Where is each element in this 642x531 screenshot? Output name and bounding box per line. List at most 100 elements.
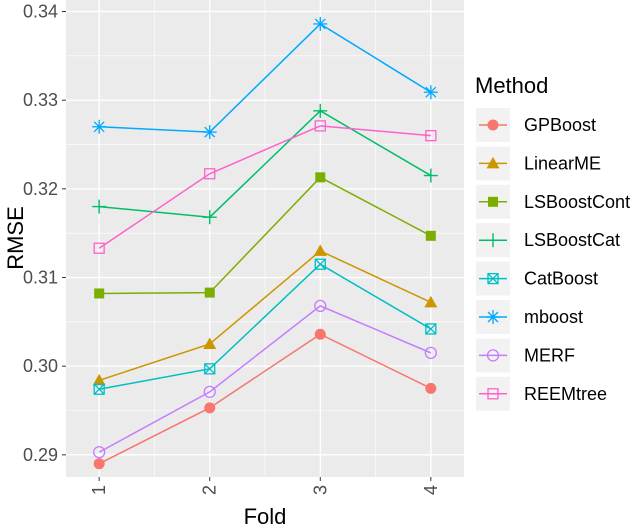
- marker-shape: [315, 172, 326, 183]
- legend-label: LinearME: [524, 153, 601, 173]
- x-tick-label: 3: [310, 485, 330, 495]
- legend-item-mboost: mboost: [476, 300, 583, 334]
- legend-item-lsboostcat: LSBoostCat: [476, 223, 620, 258]
- series-gpboost: [93, 328, 437, 470]
- data-point-linearme: [313, 244, 327, 256]
- marker-shape: [487, 273, 499, 285]
- series-catboost: [93, 258, 437, 395]
- data-point-lsboostcont: [204, 287, 215, 298]
- legend-key-marker: [487, 119, 499, 131]
- data-point-lsboostcont: [425, 230, 436, 241]
- x-axis-title: Fold: [244, 504, 287, 529]
- marker-shape: [487, 272, 499, 285]
- marker-shape: [425, 130, 437, 142]
- legend-key-marker: [488, 196, 498, 207]
- legend-item-gpboost: GPBoost: [476, 108, 596, 142]
- marker-shape: [204, 363, 216, 375]
- data-point-reemtree: [425, 130, 437, 142]
- series-lsboostcont: [94, 172, 436, 299]
- marker-shape: [93, 242, 105, 254]
- legend-item-reemtree: REEMtree: [476, 376, 607, 411]
- series-line-lsboostcont: [99, 176, 432, 295]
- legend-key-marker: [487, 272, 499, 285]
- data-point-gpboost: [204, 402, 216, 414]
- marker-shape: [93, 121, 105, 133]
- data-point-gpboost: [314, 328, 326, 340]
- data-point-lsboostcat: [92, 199, 107, 214]
- marker-shape: [204, 287, 215, 298]
- x-tick-label: 4: [421, 485, 441, 495]
- series-mboost: [92, 16, 438, 140]
- legend-label: MERF: [524, 345, 575, 365]
- x-axis-ticks: 1 2 3 4: [89, 477, 441, 495]
- legend-title: Method: [475, 73, 548, 98]
- data-point-gpboost: [93, 458, 105, 470]
- data-point-lsboostcat: [313, 103, 328, 118]
- legend-key-marker: [486, 310, 500, 324]
- data-point-lsboostcat: [423, 168, 438, 183]
- marker-shape: [203, 385, 216, 399]
- y-tick-label: 0.31: [23, 268, 58, 288]
- data-point-catboost: [314, 258, 326, 270]
- y-tick-label: 0.30: [23, 356, 58, 376]
- marker-shape: [93, 383, 105, 395]
- marker-shape: [425, 323, 437, 335]
- marker-shape: [313, 244, 327, 256]
- legend-label: REEMtree: [524, 384, 607, 404]
- y-tick-label: 0.32: [23, 179, 58, 199]
- legend-item-merf: MERF: [476, 338, 575, 373]
- x-tick-label: 2: [200, 485, 220, 495]
- series-line-catboost: [99, 263, 432, 390]
- legend-key-marker: [486, 233, 500, 248]
- marker-shape: [425, 382, 437, 394]
- marker-shape: [204, 168, 216, 180]
- data-point-merf: [424, 346, 437, 360]
- data-point-catboost: [93, 383, 105, 395]
- marker-shape: [487, 119, 499, 131]
- data-point-mboost: [423, 85, 438, 100]
- data-point-mboost: [202, 125, 217, 140]
- data-point-reemtree: [93, 242, 105, 254]
- series-merf: [93, 299, 437, 459]
- marker-shape: [486, 349, 500, 362]
- marker-shape: [488, 196, 498, 207]
- y-tick-label: 0.34: [23, 2, 58, 22]
- y-axis-ticks: 0.29 0.30 0.31 0.32 0.33 0.34: [23, 2, 66, 465]
- marker-shape: [203, 337, 217, 350]
- marker-shape: [486, 156, 500, 169]
- marker-shape: [425, 230, 436, 241]
- marker-shape: [93, 446, 106, 459]
- legend-key-marker: [486, 349, 500, 362]
- series-line-linearme: [98, 250, 432, 382]
- legend-item-linearme: LinearME: [476, 146, 601, 181]
- series-line-mboost: [99, 22, 432, 133]
- marker-shape: [424, 295, 438, 308]
- marker-shape: [93, 383, 105, 395]
- data-point-linearme: [203, 337, 217, 350]
- x-tick-label: 1: [89, 485, 109, 495]
- data-point-linearme: [424, 295, 438, 308]
- marker-shape: [92, 373, 106, 386]
- marker-shape: [314, 120, 326, 132]
- data-point-reemtree: [314, 120, 326, 132]
- data-point-catboost: [425, 323, 437, 335]
- marker-shape: [487, 388, 499, 400]
- data-point-merf: [314, 299, 327, 313]
- marker-shape: [93, 458, 105, 470]
- marker-shape: [487, 311, 499, 323]
- data-point-lsboostcont: [315, 172, 326, 183]
- marker-shape: [314, 18, 326, 30]
- legend: Method GPBoost LinearME LSBoostCont LSBoost…: [475, 73, 630, 411]
- data-point-lsboostcat: [202, 210, 217, 225]
- y-axis-title: RMSE: [3, 206, 28, 270]
- series-line-merf: [98, 305, 432, 453]
- marker-shape: [314, 258, 326, 270]
- legend-key-marker: [487, 388, 499, 400]
- legend-label: CatBoost: [524, 269, 598, 289]
- marker-shape: [314, 258, 326, 270]
- marker-shape: [204, 126, 216, 138]
- data-point-catboost: [204, 363, 216, 375]
- series-line-gpboost: [98, 333, 432, 465]
- series-layer: [92, 16, 438, 470]
